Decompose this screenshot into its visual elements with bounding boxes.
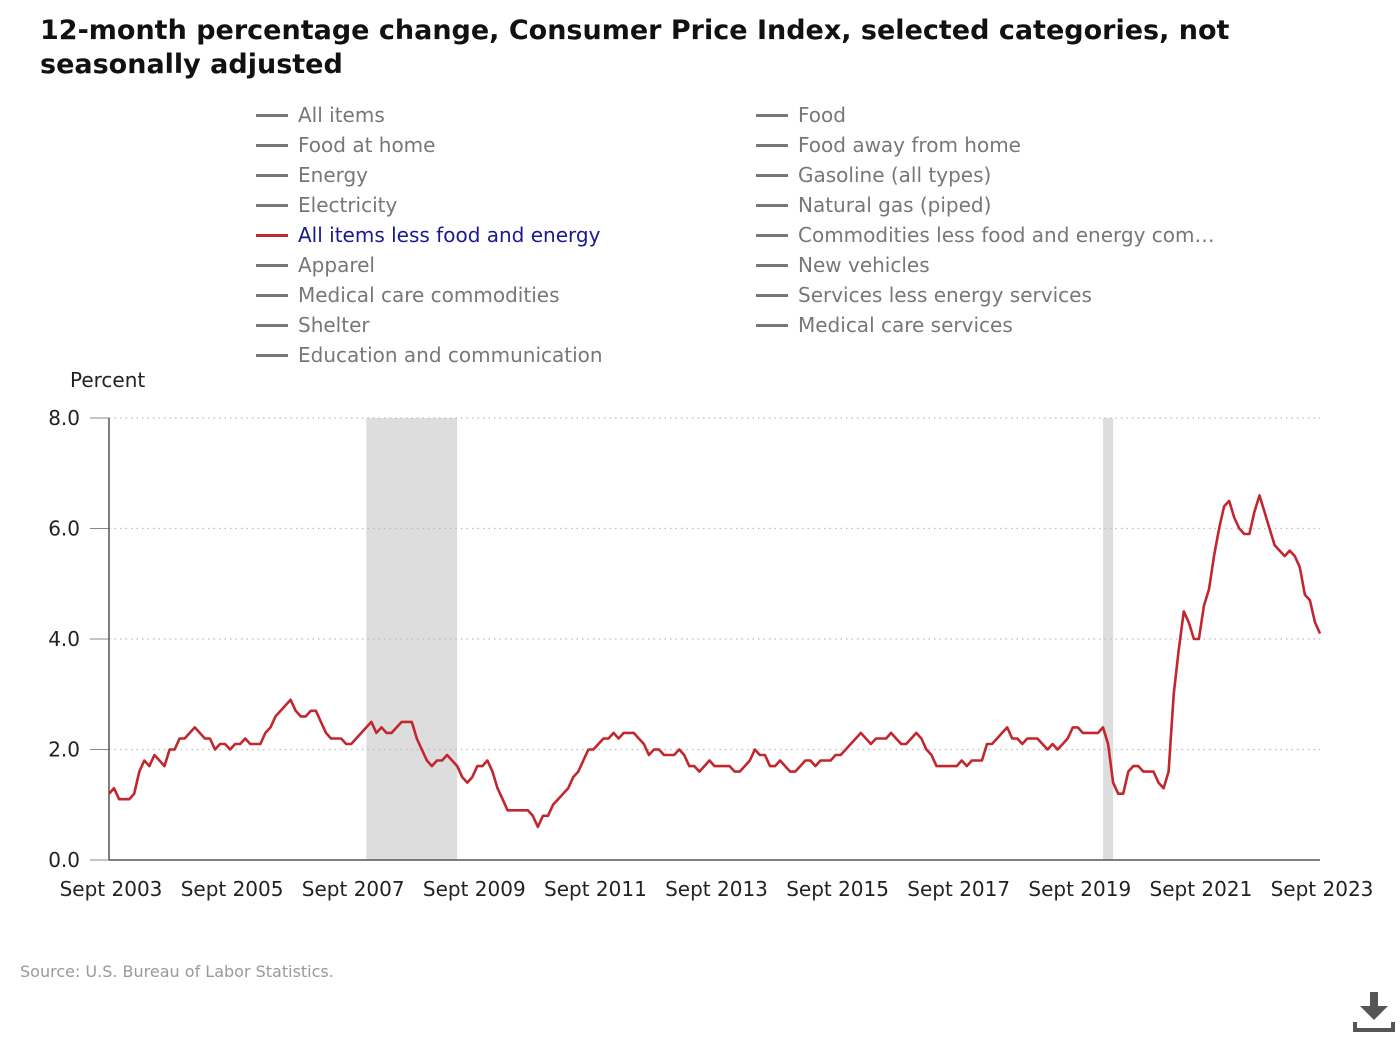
legend-swatch (256, 173, 288, 177)
x-tick-label: Sept 2013 (665, 877, 768, 901)
legend-swatch (256, 263, 288, 267)
y-axis-label: Percent (70, 368, 146, 392)
legend-swatch (256, 323, 288, 327)
x-tick-label: Sept 2011 (544, 877, 647, 901)
x-tick-label: Sept 2003 (60, 877, 163, 901)
legend-item[interactable]: Medical care services (756, 310, 1013, 340)
legend-swatch (256, 293, 288, 297)
legend-item[interactable]: Gasoline (all types) (756, 160, 991, 190)
x-tick-label: Sept 2007 (302, 877, 405, 901)
legend-label: All items less food and energy (298, 223, 601, 247)
x-tick-label: Sept 2019 (1028, 877, 1131, 901)
legend-label: Apparel (298, 253, 375, 277)
legend-item[interactable]: All items (256, 100, 385, 130)
legend-label: Commodities less food and energy com… (798, 223, 1215, 247)
y-tick-label: 6.0 (48, 517, 80, 541)
legend-swatch (256, 233, 288, 237)
legend-swatch (256, 113, 288, 117)
source-note: Source: U.S. Bureau of Labor Statistics. (20, 962, 334, 981)
legend-item[interactable]: Natural gas (piped) (756, 190, 991, 220)
legend-label: All items (298, 103, 385, 127)
download-icon (1353, 992, 1395, 1032)
x-tick-label: Sept 2015 (786, 877, 889, 901)
legend-swatch (756, 323, 788, 327)
legend-swatch (756, 233, 788, 237)
legend-item[interactable]: Energy (256, 160, 368, 190)
legend-label: Electricity (298, 193, 398, 217)
legend-item[interactable]: All items less food and energy (256, 220, 600, 250)
x-tick-label: Sept 2009 (423, 877, 526, 901)
legend-label: Natural gas (piped) (798, 193, 992, 217)
legend-label: Medical care commodities (298, 283, 560, 307)
legend-swatch (756, 263, 788, 267)
legend-swatch (256, 203, 288, 207)
legend-label: Services less energy services (798, 283, 1092, 307)
legend-label: Food at home (298, 133, 436, 157)
legend-label: Education and communication (298, 343, 603, 367)
legend-item[interactable]: Shelter (256, 310, 370, 340)
legend-item[interactable]: Medical care commodities (256, 280, 559, 310)
legend-label: Medical care services (798, 313, 1013, 337)
legend-item[interactable]: Food at home (256, 130, 435, 160)
y-tick-label: 4.0 (48, 627, 80, 651)
legend-label: Food away from home (798, 133, 1021, 157)
x-tick-label: Sept 2017 (907, 877, 1010, 901)
x-tick-label: Sept 2021 (1150, 877, 1253, 901)
legend-swatch (756, 293, 788, 297)
legend-label: Food (798, 103, 846, 127)
y-tick-label: 8.0 (48, 406, 80, 430)
legend-label: New vehicles (798, 253, 930, 277)
legend-swatch (756, 173, 788, 177)
x-tick-label: Sept 2005 (181, 877, 284, 901)
y-tick-label: 0.0 (48, 848, 80, 872)
recession-band (1103, 418, 1114, 860)
legend-label: Gasoline (all types) (798, 163, 992, 187)
legend-item[interactable]: Commodities less food and energy com… (756, 220, 1215, 250)
x-tick-label: Sept 2023 (1271, 877, 1374, 901)
legend-swatch (256, 143, 288, 147)
legend-item[interactable]: Electricity (256, 190, 397, 220)
legend-item[interactable]: Services less energy services (756, 280, 1092, 310)
legend-label: Energy (298, 163, 369, 187)
legend-item[interactable]: Education and communication (256, 340, 603, 370)
series-line (108, 494, 1322, 829)
legend-item[interactable]: Apparel (256, 250, 375, 280)
legend-swatch (756, 143, 788, 147)
legend-swatch (756, 113, 788, 117)
line-chart: 0.0 2.0 4.0 6.0 8.0 Sept 2003 Sept 2005 Sept 20… (48, 406, 1374, 901)
legend-swatch (256, 353, 288, 357)
legend-item[interactable]: Food away from home (756, 130, 1021, 160)
legend-label: Shelter (298, 313, 370, 337)
y-tick-label: 2.0 (48, 738, 80, 762)
legend-item[interactable]: New vehicles (756, 250, 930, 280)
chart-title: 12-month percentage change, Consumer Pri… (40, 15, 1230, 80)
legend-item[interactable]: Food (756, 100, 846, 130)
legend-swatch (756, 203, 788, 207)
download-button[interactable] (1352, 990, 1396, 1034)
